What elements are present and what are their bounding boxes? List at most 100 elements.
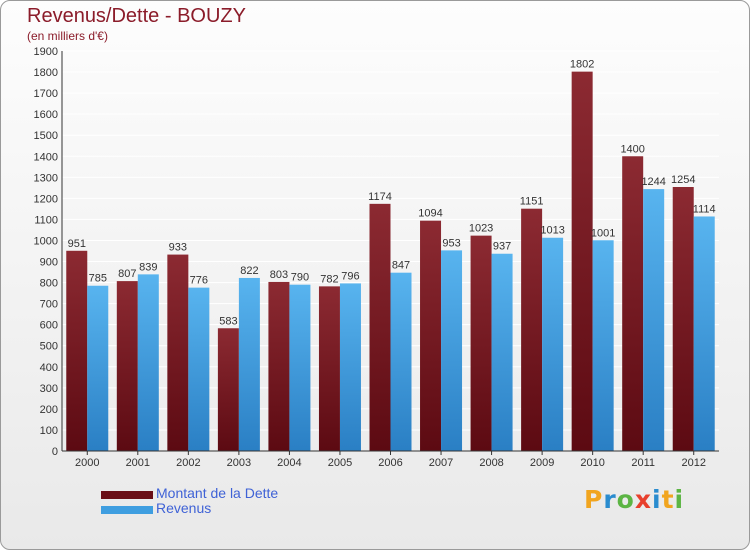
data-label-debt: 782 <box>320 273 338 285</box>
y-tick-label: 1700 <box>34 88 58 100</box>
logo-letter: i <box>652 485 662 514</box>
bar-debt <box>622 156 644 451</box>
x-tick-label: 2006 <box>378 457 402 469</box>
bar-revenus <box>643 189 665 451</box>
x-tick-label: 2002 <box>176 457 200 469</box>
chart-title: Revenus/Dette - BOUZY <box>27 5 246 27</box>
y-tick-label: 300 <box>40 383 58 395</box>
bar-debt <box>66 250 88 451</box>
data-label-debt: 1023 <box>469 223 493 235</box>
data-label-revenus: 776 <box>190 275 208 287</box>
x-tick-label: 2011 <box>631 457 655 469</box>
data-label-revenus: 847 <box>392 260 410 272</box>
data-label-revenus: 1244 <box>641 176 665 188</box>
data-label-debt: 807 <box>118 268 136 280</box>
bar-debt <box>571 71 593 451</box>
data-label-revenus: 1114 <box>693 203 716 215</box>
bar-debt <box>672 187 694 451</box>
data-label-debt: 1400 <box>620 143 644 155</box>
logo-letter: x <box>634 485 652 514</box>
x-tick-label: 2004 <box>277 457 301 469</box>
bar-debt <box>420 220 442 451</box>
data-label-revenus: 1001 <box>591 227 615 239</box>
bar-revenus <box>592 240 614 451</box>
x-tick-label: 2001 <box>126 457 150 469</box>
bar-revenus <box>441 250 463 451</box>
bar-revenus <box>188 287 210 451</box>
data-label-revenus: 785 <box>89 273 107 285</box>
data-label-revenus: 790 <box>291 272 309 284</box>
data-label-debt: 583 <box>219 315 237 327</box>
data-label-revenus: 839 <box>139 261 157 273</box>
data-label-debt: 1802 <box>570 59 594 71</box>
logo-letter: P <box>584 485 604 514</box>
bar-revenus <box>289 284 311 451</box>
x-tick-label: 2010 <box>580 457 604 469</box>
bar-debt <box>116 281 138 451</box>
data-label-revenus: 953 <box>442 237 460 249</box>
legend-label-debt: Montant de la Dette <box>156 485 279 501</box>
y-tick-label: 1000 <box>34 235 58 247</box>
bar-debt <box>521 208 543 451</box>
x-tick-label: 2005 <box>328 457 352 469</box>
y-tick-label: 400 <box>40 362 58 374</box>
y-tick-label: 900 <box>40 257 58 269</box>
x-tick-label: 2012 <box>681 457 705 469</box>
y-tick-label: 200 <box>40 404 58 416</box>
y-tick-label: 1300 <box>34 172 58 184</box>
bar-debt <box>217 328 239 451</box>
proxiti-logo: Proxiti <box>584 485 684 514</box>
bar-revenus <box>238 277 260 451</box>
y-tick-label: 700 <box>40 299 58 311</box>
y-tick-label: 500 <box>40 341 58 353</box>
bar-debt <box>318 286 340 451</box>
x-tick-label: 2007 <box>429 457 453 469</box>
data-label-debt: 1174 <box>368 191 392 203</box>
data-label-revenus: 1013 <box>540 225 564 237</box>
x-tick-label: 2000 <box>75 457 99 469</box>
bar-debt <box>268 281 290 451</box>
data-label-debt: 933 <box>169 242 187 254</box>
logo-letter: i <box>674 485 685 514</box>
data-label-debt: 951 <box>68 238 86 250</box>
y-tick-label: 800 <box>40 278 58 290</box>
y-tick-label: 1800 <box>34 67 58 79</box>
bar-revenus <box>87 285 109 451</box>
data-label-revenus: 796 <box>341 270 359 282</box>
legend-label-revenus: Revenus <box>156 500 212 516</box>
x-tick-label: 2008 <box>479 457 503 469</box>
y-tick-label: 1900 <box>34 46 58 58</box>
bar-revenus <box>693 216 715 451</box>
y-tick-label: 0 <box>52 446 58 458</box>
data-label-debt: 803 <box>270 269 288 281</box>
y-tick-label: 1600 <box>34 109 58 121</box>
data-label-revenus: 822 <box>240 265 258 277</box>
bar-revenus <box>390 272 412 451</box>
bar-revenus <box>491 253 513 451</box>
y-tick-label: 1400 <box>34 151 58 163</box>
legend-swatch-revenus <box>101 506 153 514</box>
legend-swatch-debt <box>101 491 153 499</box>
bar-debt <box>167 254 189 451</box>
logo-letter: r <box>603 485 617 514</box>
y-tick-label: 1200 <box>34 193 58 205</box>
bar-debt <box>470 235 492 451</box>
y-tick-label: 600 <box>40 320 58 332</box>
y-tick-label: 1100 <box>34 214 58 226</box>
chart-subtitle: (en milliers d'€) <box>27 29 108 43</box>
logo-letter: o <box>616 485 635 514</box>
logo-letter: t <box>661 485 675 514</box>
bar-revenus <box>542 237 564 451</box>
bar-revenus <box>339 283 361 451</box>
bar-debt <box>369 203 391 451</box>
x-tick-label: 2003 <box>227 457 251 469</box>
x-tick-label: 2009 <box>530 457 554 469</box>
y-tick-label: 100 <box>40 425 58 437</box>
y-tick-label: 1500 <box>34 130 58 142</box>
bar-revenus <box>137 274 159 451</box>
data-label-debt: 1094 <box>418 208 442 220</box>
data-label-debt: 1254 <box>671 174 695 186</box>
data-label-revenus: 937 <box>493 241 511 253</box>
